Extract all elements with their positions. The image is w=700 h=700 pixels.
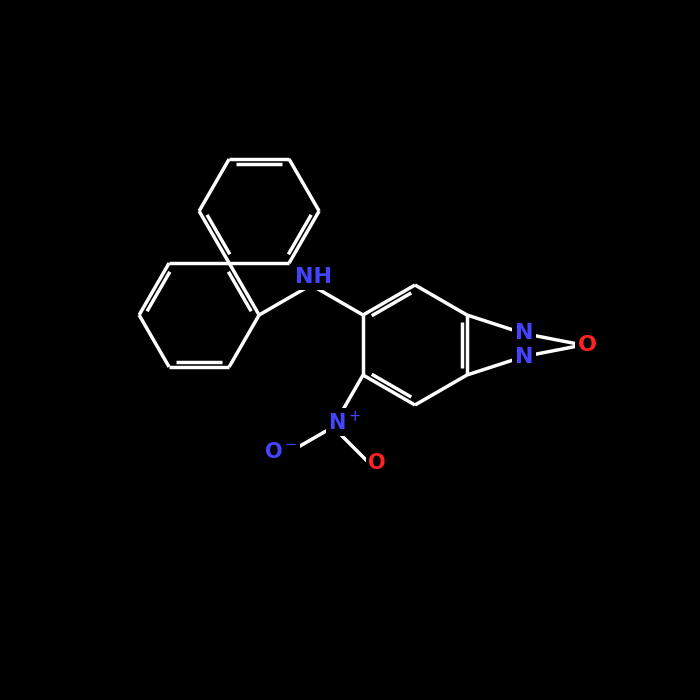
Text: O$^-$: O$^-$: [264, 442, 298, 463]
Text: NH: NH: [295, 267, 332, 287]
Text: N: N: [514, 347, 533, 368]
Text: N$^+$: N$^+$: [328, 410, 362, 433]
Text: O: O: [368, 453, 386, 473]
Text: N: N: [514, 323, 533, 342]
Text: O: O: [578, 335, 596, 355]
